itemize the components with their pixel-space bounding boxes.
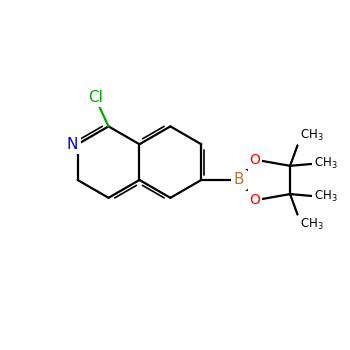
Text: N: N [67, 137, 78, 152]
Text: CH$_3$: CH$_3$ [314, 188, 337, 204]
Text: CH$_3$: CH$_3$ [314, 156, 337, 172]
Text: O: O [250, 153, 260, 167]
Text: B: B [234, 173, 244, 188]
Text: O: O [250, 193, 260, 207]
Text: CH$_3$: CH$_3$ [300, 217, 323, 232]
Text: Cl: Cl [89, 90, 103, 105]
Text: CH$_3$: CH$_3$ [300, 128, 323, 144]
